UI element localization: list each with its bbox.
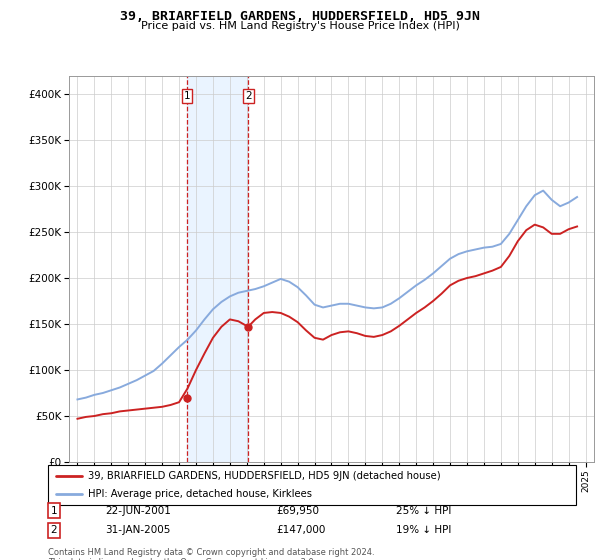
Text: 25% ↓ HPI: 25% ↓ HPI <box>396 506 451 516</box>
Text: 2: 2 <box>245 91 251 101</box>
Text: 39, BRIARFIELD GARDENS, HUDDERSFIELD, HD5 9JN (detached house): 39, BRIARFIELD GARDENS, HUDDERSFIELD, HD… <box>88 471 440 480</box>
Text: 39, BRIARFIELD GARDENS, HUDDERSFIELD, HD5 9JN: 39, BRIARFIELD GARDENS, HUDDERSFIELD, HD… <box>120 10 480 23</box>
Text: 22-JUN-2001: 22-JUN-2001 <box>105 506 171 516</box>
Text: Contains HM Land Registry data © Crown copyright and database right 2024.
This d: Contains HM Land Registry data © Crown c… <box>48 548 374 560</box>
Text: 1: 1 <box>184 91 190 101</box>
Text: £69,950: £69,950 <box>276 506 319 516</box>
FancyBboxPatch shape <box>48 465 576 505</box>
Text: Price paid vs. HM Land Registry's House Price Index (HPI): Price paid vs. HM Land Registry's House … <box>140 21 460 31</box>
Text: 31-JAN-2005: 31-JAN-2005 <box>105 525 170 535</box>
Text: 19% ↓ HPI: 19% ↓ HPI <box>396 525 451 535</box>
Text: HPI: Average price, detached house, Kirklees: HPI: Average price, detached house, Kirk… <box>88 489 311 499</box>
Bar <box>187 76 248 462</box>
Text: 1: 1 <box>50 506 58 516</box>
Text: 2: 2 <box>50 525 58 535</box>
Text: £147,000: £147,000 <box>276 525 325 535</box>
